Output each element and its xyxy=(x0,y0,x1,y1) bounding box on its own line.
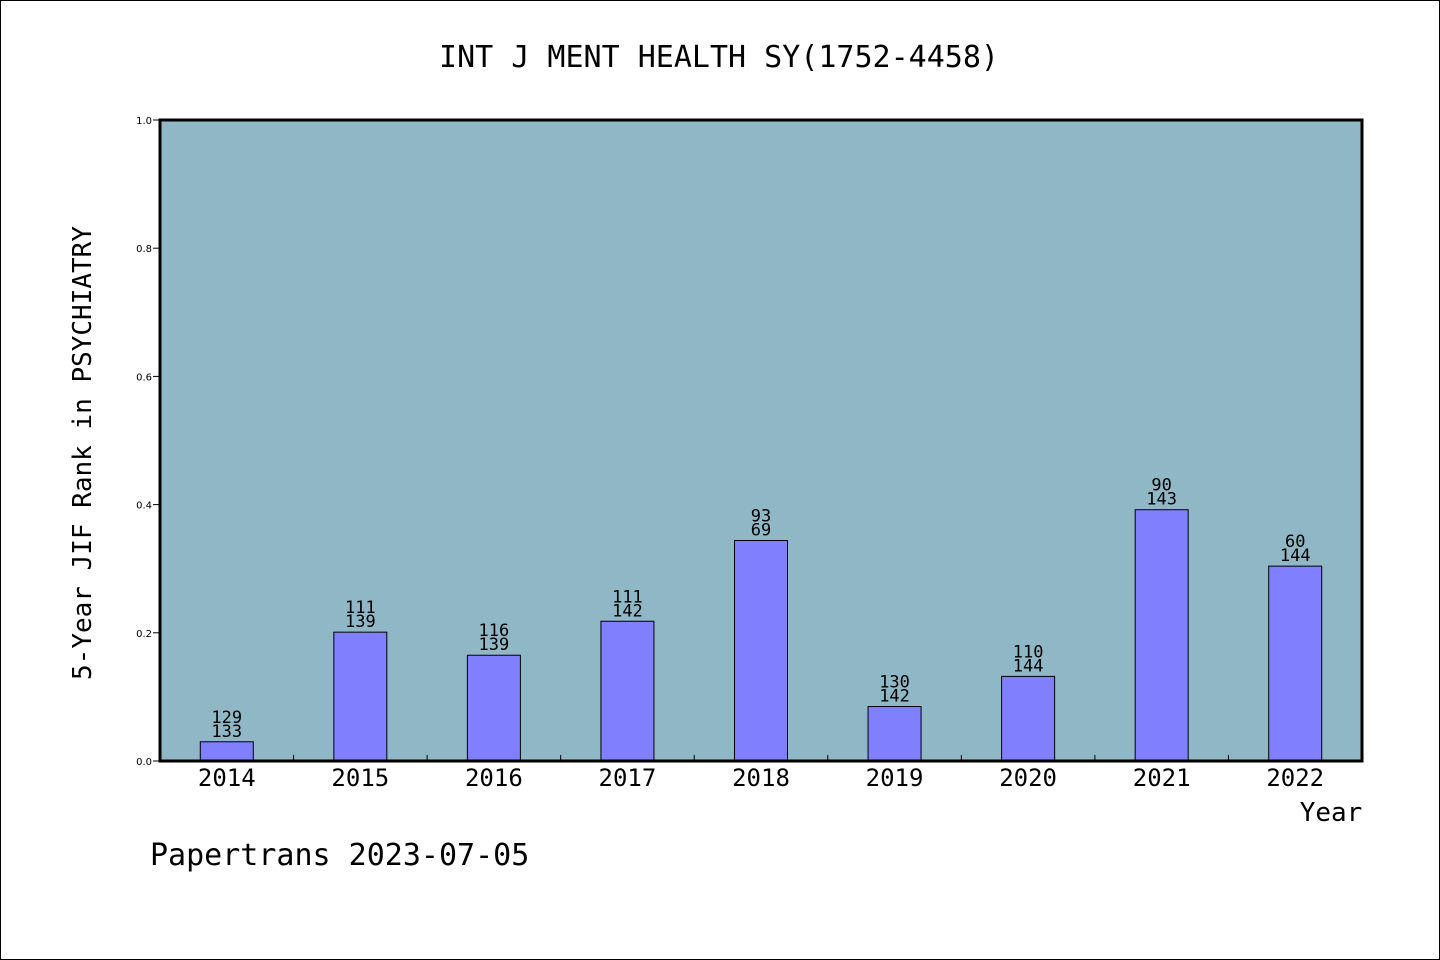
plot-frame xyxy=(158,118,1364,763)
bar-2021 xyxy=(1134,509,1189,762)
y-tick-label: 0.2 xyxy=(136,629,152,640)
data-label-top-2018: 93 xyxy=(751,506,771,526)
y-axis-label: 5-Year JIF Rank in PSYCHIATRY xyxy=(68,226,98,680)
bar-2022 xyxy=(1268,565,1323,762)
data-label-bottom-2020: 144 xyxy=(1013,656,1044,676)
data-label-bottom-2019: 142 xyxy=(879,687,910,707)
x-tick-label-2014: 2014 xyxy=(198,764,256,792)
data-label-top-2017: 111 xyxy=(612,587,643,607)
data-label-bottom-2021: 143 xyxy=(1146,490,1177,510)
x-tick-label-2022: 2022 xyxy=(1266,764,1324,792)
x-tick-label-2021: 2021 xyxy=(1133,764,1191,792)
data-label-bottom-2014: 133 xyxy=(211,722,242,742)
x-axis-label: Year xyxy=(1300,798,1363,828)
data-label-top-2015: 111 xyxy=(345,598,376,618)
footer-credit: Papertrans 2023-07-05 xyxy=(150,838,529,873)
data-label-top-2014: 129 xyxy=(211,708,242,728)
x-tick-label-2015: 2015 xyxy=(331,764,389,792)
x-axis-ticks: 2014 2015 2016 2017 2018 2019 2020 2021 2022 xyxy=(198,755,1324,792)
y-tick-label: 0.6 xyxy=(136,372,152,383)
x-tick-label-2017: 2017 xyxy=(599,764,657,792)
y-tick-label: 0.8 xyxy=(136,244,152,255)
data-label-bottom-2016: 139 xyxy=(479,635,510,655)
data-label-top-2016: 116 xyxy=(479,621,510,641)
bars-group xyxy=(199,509,1323,762)
bar-2020 xyxy=(1001,675,1056,762)
data-label-top-2022: 60 xyxy=(1285,532,1305,552)
x-tick-label-2019: 2019 xyxy=(866,764,924,792)
bar-2019 xyxy=(867,706,922,762)
chart-title: INT J MENT HEALTH SY(1752-4458) xyxy=(439,40,999,75)
data-label-bottom-2018: 69 xyxy=(751,520,771,540)
bar-2015 xyxy=(333,631,388,762)
bar-2014 xyxy=(199,741,254,762)
data-label-top-2021: 90 xyxy=(1151,476,1171,496)
y-tick-label: 1.0 xyxy=(136,116,152,127)
data-label-top-2020: 110 xyxy=(1013,642,1044,662)
y-tick-label: 0.4 xyxy=(136,501,152,512)
data-label-bottom-2017: 142 xyxy=(612,601,643,621)
data-label-bottom-2022: 144 xyxy=(1280,546,1311,566)
bar-2016 xyxy=(466,654,521,762)
x-tick-label-2018: 2018 xyxy=(732,764,790,792)
y-tick-label: 0.0 xyxy=(136,757,152,768)
x-tick-label-2016: 2016 xyxy=(465,764,523,792)
y-axis-ticks: 0.0 0.2 0.4 0.6 0.8 1.0 xyxy=(136,116,160,768)
bar-2017 xyxy=(600,620,655,762)
data-label-bottom-2015: 139 xyxy=(345,612,376,632)
bar-2018 xyxy=(734,539,788,762)
data-label-top-2019: 130 xyxy=(879,673,910,693)
x-tick-label-2020: 2020 xyxy=(999,764,1057,792)
